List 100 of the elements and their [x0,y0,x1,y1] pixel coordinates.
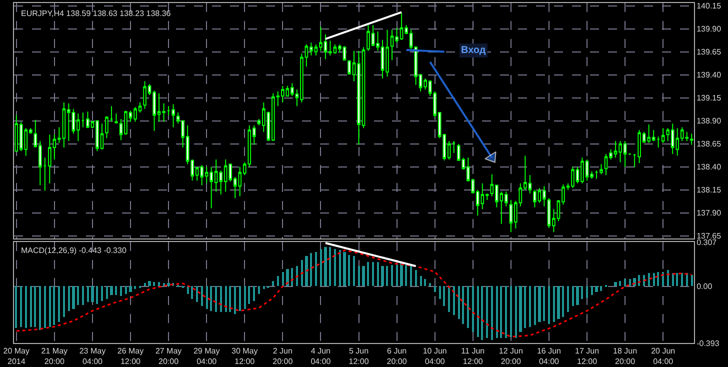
candlestick [114,112,118,124]
bar [353,256,355,286]
bar [63,286,65,318]
bar [681,273,683,286]
bar [439,286,441,300]
candlestick [632,153,636,168]
bar [210,286,212,312]
bar [286,269,289,286]
x-tick-label: 10 Jun 04:00 [422,346,447,366]
bar [115,286,117,296]
bar [358,266,360,286]
bar [557,286,560,320]
bar [20,286,22,328]
bar [505,286,507,338]
bar [619,281,621,286]
bar [248,286,250,304]
y-tick-label: 0.00 [696,282,713,292]
bar [396,265,398,286]
bar [486,286,488,338]
candlestick [166,106,170,116]
bar [215,286,217,312]
bar [453,286,455,316]
bar [120,286,122,296]
bar [320,249,322,286]
bar [367,262,369,286]
bar [496,286,498,338]
bar [434,286,436,292]
x-tick-label: 23 May 04:00 [79,346,106,366]
bar [672,273,674,286]
bar [282,272,284,286]
x-tick-label: 30 May 12:00 [232,346,258,366]
bar [600,286,602,292]
bar [529,286,531,328]
bar [339,250,341,286]
bar [82,286,84,306]
x-tick-label: 20 May 2014 [3,346,30,366]
bar [657,272,659,286]
bar [101,286,103,302]
x-tick-label: 21 May 20:00 [41,346,68,366]
x-tick-label: 6 Jun 20:00 [386,346,408,366]
bar [576,286,579,306]
bar [377,262,379,286]
bar [158,282,160,286]
y-tick-label: 0.307 [696,238,718,247]
bar [562,286,564,318]
x-tick-label: 2 Jun 20:00 [272,346,294,366]
bar [196,286,198,302]
bar [305,256,308,286]
text: EURJPY,H4 138.59 138.63 138.23 138.36 [21,9,172,18]
y-tick-label: 139.40 [696,70,722,80]
bar [229,286,231,312]
bar [263,286,265,290]
bar [553,286,555,322]
bar [362,266,365,286]
bar [343,252,346,286]
bar [187,286,189,294]
bar [548,286,550,324]
bar [125,286,127,294]
bar [253,286,255,302]
bar [400,263,403,286]
bar [91,286,94,302]
bar [543,286,545,322]
bar [458,286,460,320]
bar [415,270,417,286]
bar [424,279,426,286]
x-tick-label: 29 May 04:00 [193,346,220,366]
bar [581,286,583,300]
candlestick [81,112,85,128]
y-tick-label: 138.65 [696,140,722,149]
candlestick [600,164,603,175]
bar [49,286,51,328]
line-series [16,249,692,338]
bar [448,286,450,312]
bar [667,270,669,286]
y-tick-label: 137.90 [696,208,722,218]
bar [472,286,474,332]
bar [691,275,693,286]
bar [519,286,522,332]
candlestick [661,128,665,144]
bar [58,286,60,322]
x-tick-label: 4 Jun 04:00 [310,346,332,366]
x-tick-label: 5 Jun 12:00 [348,346,370,366]
candlestick [110,106,114,122]
bar [134,286,136,290]
bar [467,286,469,328]
x-tick-label: 20 Jun 04:00 [651,346,676,366]
bar [167,283,170,286]
bar [25,286,27,328]
bar [572,286,574,306]
bar [462,286,464,324]
bar [301,260,303,286]
y-tick-label: 139.15 [696,94,722,103]
y-tick-label: 138.40 [696,162,722,172]
bar [510,286,512,338]
bar [334,249,336,286]
bar [220,286,222,312]
bar [225,286,227,312]
bar [310,253,312,286]
bar [405,265,407,286]
bar [591,286,593,296]
